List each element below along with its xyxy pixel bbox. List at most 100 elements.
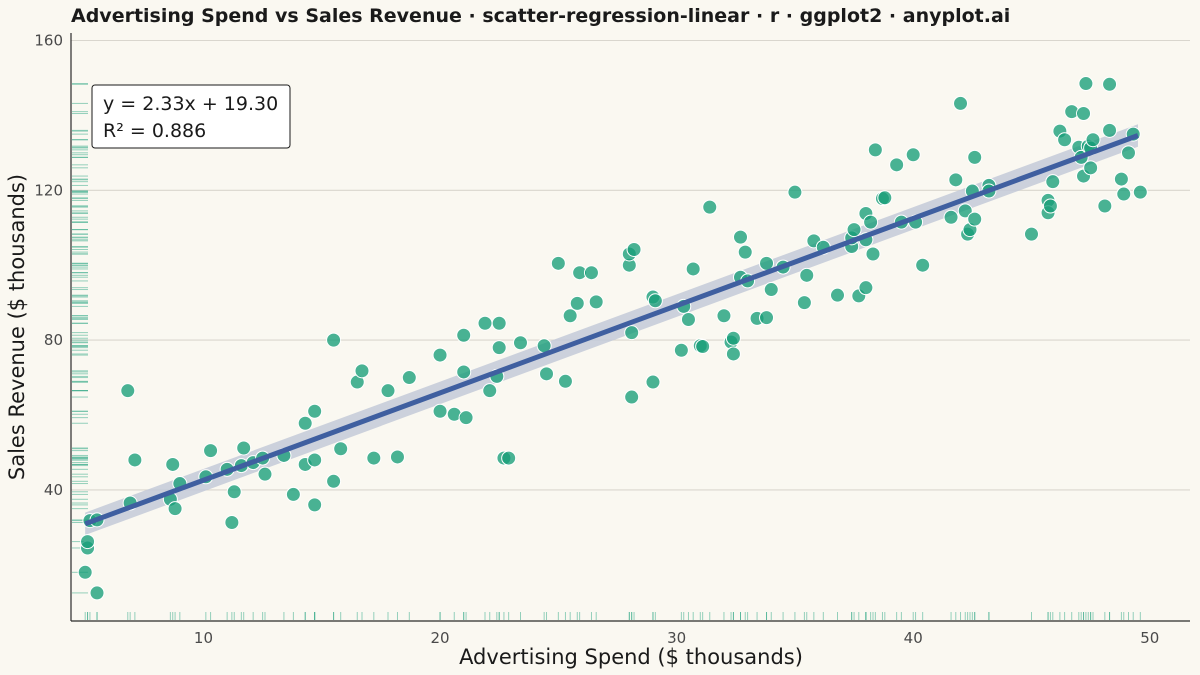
data-point [477,315,493,331]
data-point [224,515,240,531]
data-point [953,95,969,111]
chart-title: Advertising Spend vs Sales Revenue · sca… [71,5,1010,27]
regression-equation: y = 2.33x + 19.30 [103,93,278,115]
x-axis-title: Advertising Spend ($ thousands) [459,645,803,669]
data-point [957,203,973,219]
data-point [550,255,566,271]
data-point [588,294,604,310]
data-point [1113,171,1129,187]
data-point [491,315,507,331]
data-point [307,403,323,419]
data-point [645,374,661,390]
data-point [725,330,741,346]
data-point [695,338,711,354]
data-point [626,241,642,257]
data-point [539,366,555,382]
data-point [763,282,779,298]
data-point [905,147,921,163]
regression-annotation: y = 2.33x + 19.30 R² = 0.886 [91,84,291,149]
data-point [1097,198,1113,214]
data-point [1132,184,1148,200]
data-point [127,452,143,468]
data-point [1057,132,1073,148]
data-point [624,389,640,405]
data-point [401,370,417,386]
y-tick-label: 160 [34,31,63,49]
data-point [967,211,983,227]
data-point [787,184,803,200]
data-point [77,564,93,580]
rug-marks [72,83,1141,620]
data-point [1116,186,1132,202]
data-point [948,172,964,188]
data-point [120,383,136,399]
data-point [389,449,405,465]
data-point [647,293,663,309]
data-point [1045,174,1061,190]
data-point [89,585,105,601]
data-point [557,373,573,389]
data-point [458,410,474,426]
data-point [680,312,696,328]
data-point [865,246,881,262]
data-point [501,450,517,466]
data-point [456,327,472,343]
data-point [583,265,599,281]
data-point [326,332,342,348]
data-point [257,466,273,482]
x-tick-label: 40 [904,629,923,647]
r-squared-label: R² = 0.886 [103,120,206,142]
data-point [1085,132,1101,148]
data-point [569,295,585,311]
data-point [796,295,812,311]
data-point [759,310,775,326]
data-point [624,325,640,341]
data-point [673,342,689,358]
data-point [226,484,242,500]
data-point [482,383,498,399]
data-point [858,280,874,296]
data-point [165,456,181,472]
data-point [236,440,252,456]
data-point [889,157,905,173]
data-point [685,261,701,277]
regression-line-layer [84,133,1139,527]
y-tick-label: 120 [34,181,63,199]
data-point [512,335,528,351]
data-point [380,383,396,399]
data-point [307,497,323,513]
annotation-box [91,84,291,149]
data-point [354,363,370,379]
data-point [456,364,472,380]
y-tick-label: 80 [44,331,63,349]
data-point [297,415,313,431]
data-point [733,229,749,245]
x-tick-label: 50 [1140,629,1159,647]
data-point [432,403,448,419]
y-axis-title: Sales Revenue ($ thousands) [5,174,29,480]
data-point [285,486,301,502]
data-point [80,534,96,550]
data-point [716,308,732,324]
data-point [333,441,349,457]
data-point [1102,122,1118,138]
data-point [307,452,323,468]
y-tick-label: 40 [44,481,63,499]
data-point [863,214,879,230]
data-point [366,450,382,466]
data-point [867,142,883,158]
data-point [915,257,931,273]
x-tick-label: 20 [431,629,450,647]
data-point [203,443,219,459]
data-point [1076,106,1092,122]
data-point [830,287,846,303]
data-point [943,209,959,225]
data-point [562,308,578,324]
data-point [967,149,983,165]
tick-labels: 40 80 120 160 10 20 30 40 50 [34,31,1159,647]
data-point [877,190,893,206]
x-tick-label: 10 [194,629,213,647]
regression-line [84,133,1139,527]
